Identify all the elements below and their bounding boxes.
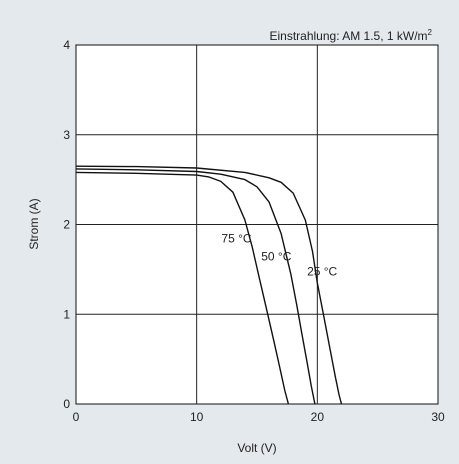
curve-label: 50 °C [261, 249, 291, 263]
x-tick-label: 30 [431, 410, 445, 424]
curve-labels: 75 °C 50 °C 25 °C [221, 231, 337, 278]
x-tick-labels: 0 10 20 30 [73, 410, 445, 424]
y-tick-label: 1 [63, 307, 70, 321]
series-line-1 [75, 168, 316, 405]
y-tick-label: 2 [63, 218, 70, 232]
x-axis-label: Volt (V) [237, 441, 276, 455]
series-line-0 [75, 165, 343, 405]
y-tick-label: 0 [63, 397, 70, 411]
curve-label: 75 °C [221, 231, 251, 245]
y-axis-label: Strom (A) [27, 198, 41, 249]
grid [76, 45, 438, 404]
y-tick-label: 3 [63, 128, 70, 142]
series-line-2 [75, 171, 290, 405]
curve-label: 25 °C [307, 265, 337, 279]
x-tick-label: 10 [190, 410, 204, 424]
y-tick-labels: 0 1 2 3 4 [63, 38, 70, 411]
series-group [75, 165, 343, 405]
x-tick-label: 0 [73, 410, 80, 424]
chart-annotation: Einstrahlung: AM 1.5, 1 kW/m2 [269, 28, 432, 43]
y-tick-label: 4 [63, 38, 70, 52]
x-tick-label: 20 [311, 410, 325, 424]
